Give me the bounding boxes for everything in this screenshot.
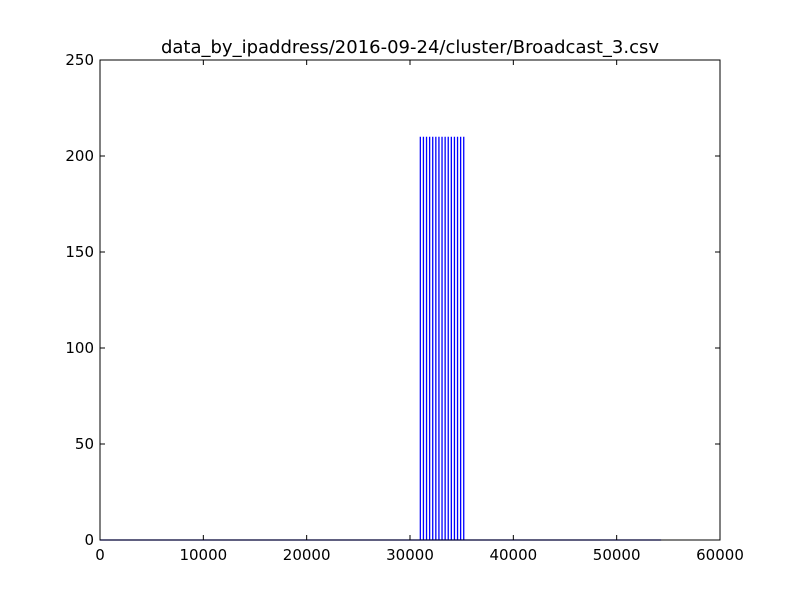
x-tick-label: 30000 <box>386 546 434 564</box>
y-tick-label: 150 <box>65 243 94 261</box>
x-tick-label: 20000 <box>283 546 331 564</box>
x-tick-label: 0 <box>95 546 105 564</box>
y-tick-label: 200 <box>65 147 94 165</box>
x-tick-label: 50000 <box>593 546 641 564</box>
x-tick-label: 60000 <box>696 546 744 564</box>
x-axis-ticks: 0 10000 20000 30000 40000 50000 60000 <box>95 60 744 564</box>
y-tick-label: 100 <box>65 339 94 357</box>
y-tick-label: 50 <box>75 435 94 453</box>
plot-area-frame <box>99 59 721 541</box>
y-tick-label: 0 <box>84 531 94 549</box>
y-axis-ticks: 0 50 100 150 200 250 <box>65 51 720 549</box>
plot-series <box>100 136 662 541</box>
x-tick-label: 40000 <box>489 546 537 564</box>
x-tick-label: 10000 <box>179 546 227 564</box>
chart-title: data_by_ipaddress/2016-09-24/cluster/Bro… <box>161 37 659 58</box>
y-tick-label: 250 <box>65 51 94 69</box>
